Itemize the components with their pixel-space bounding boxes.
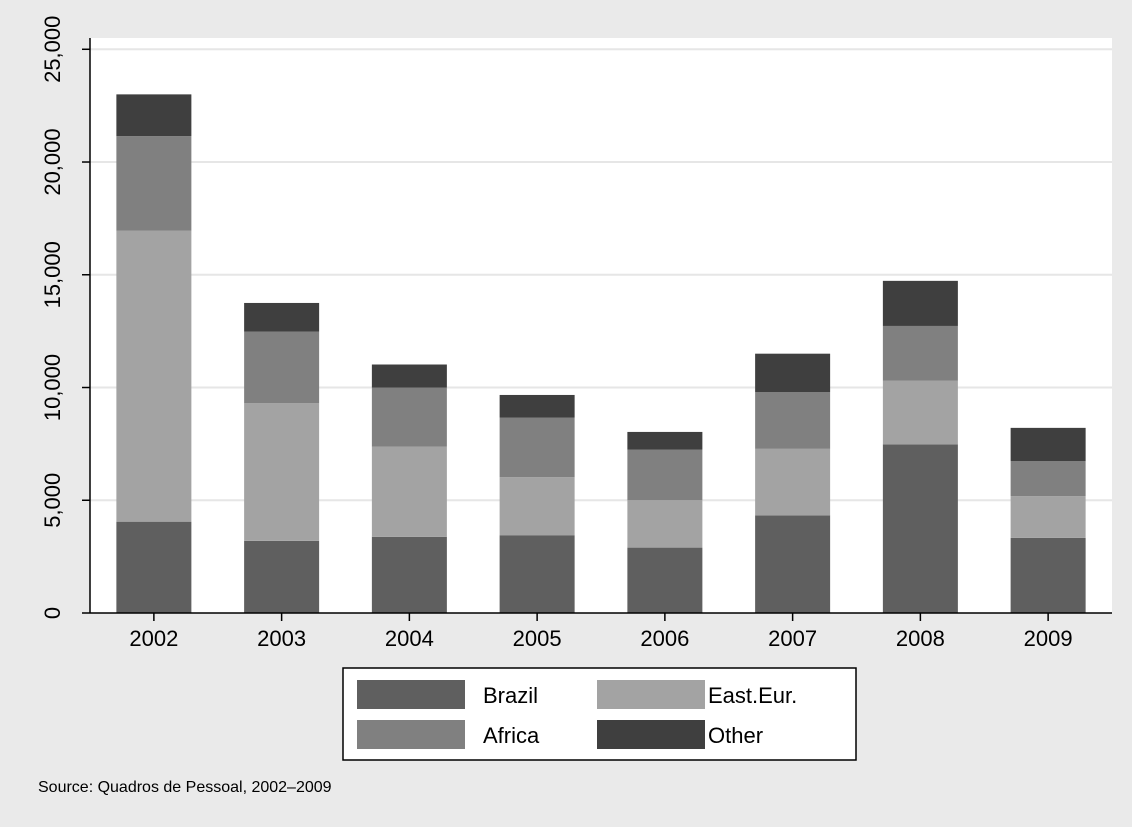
legend-label: East.Eur. — [708, 683, 797, 708]
bar-segment-other — [116, 94, 192, 137]
x-tick-label: 2005 — [513, 626, 562, 651]
legend-swatch — [357, 720, 465, 749]
bar-segment-africa — [1010, 461, 1086, 497]
bar-segment-other — [1010, 427, 1086, 462]
bar-segment-africa — [244, 331, 320, 404]
bar-segment-other — [499, 394, 575, 418]
y-tick-label: 20,000 — [40, 128, 65, 195]
bar-segment-brazil — [116, 521, 192, 613]
legend-swatch — [597, 680, 705, 709]
bar-segment-other — [755, 353, 831, 393]
bar-segment-brazil — [371, 536, 447, 613]
x-tick-label: 2003 — [257, 626, 306, 651]
bar-segment-other — [244, 302, 320, 332]
bar-segment-east-eur — [371, 446, 447, 537]
bar-segment-other — [627, 431, 703, 450]
x-tick-label: 2006 — [640, 626, 689, 651]
x-tick-label: 2008 — [896, 626, 945, 651]
x-tick-label: 2004 — [385, 626, 434, 651]
x-tick-label: 2002 — [129, 626, 178, 651]
y-tick-label: 10,000 — [40, 354, 65, 421]
legend-label: Africa — [483, 723, 540, 748]
y-tick-label: 15,000 — [40, 241, 65, 308]
plot-area — [90, 38, 1112, 613]
x-axis-ticks: 2002 2003 2004 2005 2006 2007 2008 2009 — [129, 613, 1073, 651]
bar-segment-east-eur — [755, 448, 831, 516]
y-axis-ticks: 0 5,000 10,000 15,000 20,000 25,000 — [40, 16, 90, 619]
x-tick-label: 2007 — [768, 626, 817, 651]
bar-segment-africa — [499, 417, 575, 478]
bar-segment-brazil — [244, 540, 320, 613]
legend-swatch — [597, 720, 705, 749]
x-tick-label: 2009 — [1024, 626, 1073, 651]
bar-segment-east-eur — [116, 230, 192, 522]
bar-segment-africa — [116, 136, 192, 231]
legend: Brazil East.Eur. Africa Other — [357, 680, 797, 749]
bar-segment-east-eur — [1010, 496, 1086, 538]
bar-segment-brazil — [1010, 537, 1086, 613]
bars — [116, 94, 1086, 613]
bar-segment-east-eur — [244, 403, 320, 541]
bar-segment-brazil — [627, 547, 703, 613]
bar-segment-brazil — [499, 535, 575, 613]
bar-segment-other — [371, 364, 447, 388]
source-note: Source: Quadros de Pessoal, 2002–2009 — [38, 779, 332, 796]
y-tick-label: 0 — [40, 607, 65, 619]
bar-segment-africa — [627, 449, 703, 501]
legend-label: Other — [708, 723, 763, 748]
legend-swatch — [357, 680, 465, 709]
bar-segment-africa — [371, 387, 447, 447]
bar-segment-brazil — [755, 515, 831, 613]
legend-label: Brazil — [483, 683, 538, 708]
bar-segment-africa — [755, 392, 831, 449]
bar-segment-east-eur — [499, 477, 575, 536]
bar-segment-other — [882, 280, 958, 326]
y-tick-label: 5,000 — [40, 473, 65, 528]
bar-segment-east-eur — [627, 500, 703, 548]
y-tick-label: 25,000 — [40, 16, 65, 83]
bar-segment-brazil — [882, 444, 958, 613]
bar-segment-east-eur — [882, 380, 958, 445]
bar-segment-africa — [882, 325, 958, 381]
